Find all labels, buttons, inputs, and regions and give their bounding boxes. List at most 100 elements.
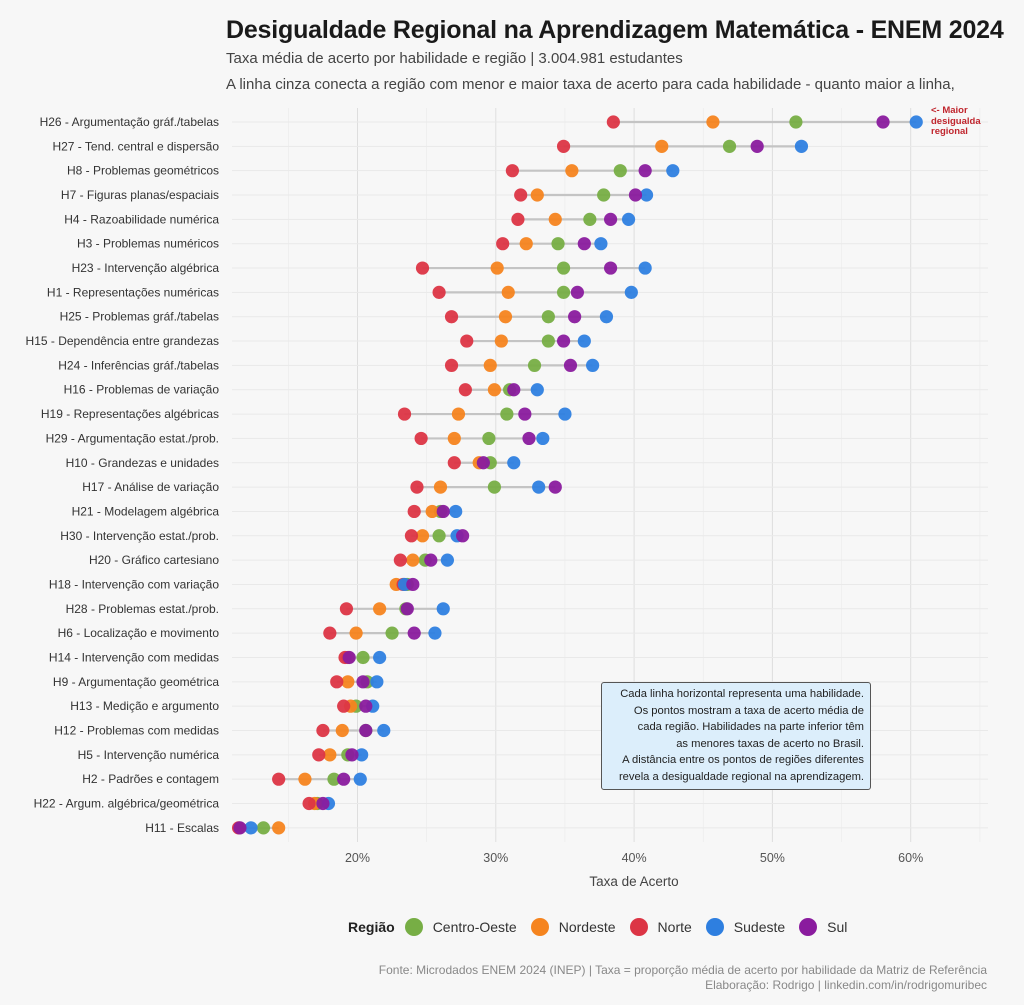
data-point-sul: [563, 358, 578, 372]
data-point-sul: [518, 407, 532, 421]
legend: Região Centro-Oeste Nordeste Norte Sudes…: [348, 918, 861, 936]
data-point-centro-oeste: [256, 821, 271, 835]
data-point-sul: [407, 626, 421, 640]
data-point-sul: [424, 553, 438, 567]
y-category-label: H21 - Modelagem algébrica: [72, 504, 220, 518]
data-point-sudeste: [536, 431, 550, 446]
legend-swatch-norte: [629, 918, 648, 936]
data-point-norte: [312, 748, 326, 762]
y-category-label: H8 - Problemas geométricos: [67, 164, 219, 178]
y-category-label: H24 - Inferências gráf./tabelas: [58, 358, 219, 372]
y-category-label: H5 - Intervenção numérica: [78, 748, 220, 762]
y-category-label: H4 - Razoabilidade numérica: [64, 212, 219, 226]
legend-swatch-sul: [799, 918, 818, 936]
y-category-label: H1 - Representações numéricas: [47, 285, 219, 299]
y-category-label: H12 - Problemas com medidas: [54, 724, 219, 738]
data-point-norte: [415, 261, 430, 275]
data-point-sul: [556, 334, 571, 348]
annotation-line: <- Maior: [931, 105, 968, 116]
legend-swatch-sudeste: [705, 918, 724, 936]
y-category-label: H20 - Gráfico cartesiano: [89, 553, 219, 567]
y-category-label: H23 - Intervenção algébrica: [72, 261, 220, 275]
legend-label-nordeste: Nordeste: [558, 919, 616, 935]
data-point-nordeste: [272, 821, 286, 835]
y-category-label: H22 - Argum. algébrica/geométrica: [34, 797, 220, 811]
data-point-sul: [406, 577, 420, 592]
explanation-note-box: Cada linha horizontal representa uma hab…: [601, 682, 871, 790]
y-category-label: H3 - Problemas numéricos: [77, 237, 219, 251]
data-point-norte: [505, 164, 519, 178]
data-point-nordeste: [530, 188, 544, 202]
y-category-label: H9 - Argumentação geométrica: [53, 675, 219, 689]
author-caption: Elaboração: Rodrigo | linkedin.com/in/ro…: [705, 977, 987, 992]
y-category-label: H10 - Grandezas e unidades: [66, 456, 219, 470]
data-point-norte: [447, 456, 461, 470]
data-point-sul: [342, 650, 356, 665]
data-point-centro-oeste: [613, 164, 627, 178]
data-point-norte: [432, 285, 446, 299]
y-category-label: H15 - Dependência entre grandezas: [26, 334, 219, 348]
footer-caption: Fonte: Microdados ENEM 2024 (INEP) | Tax…: [379, 963, 987, 992]
grid-lines: [232, 108, 988, 842]
y-category-label: H30 - Intervenção estat./prob.: [60, 529, 219, 543]
data-point-nordeste: [655, 139, 669, 153]
annotation-line: regional: [931, 126, 968, 137]
x-tick-label: 60%: [898, 851, 923, 865]
data-point-nordeste: [335, 723, 349, 738]
data-point-nordeste: [501, 285, 515, 299]
data-point-norte: [323, 626, 337, 640]
dumbbell-chart: H26 - Argumentação gráf./tabelas H27 - Te…: [26, 108, 988, 889]
legend-title: Região: [348, 919, 395, 935]
data-point-centro-oeste: [327, 772, 341, 786]
y-category-label: H28 - Problemas estat./prob.: [66, 602, 219, 616]
data-point-sudeste: [370, 675, 384, 689]
data-point-norte: [414, 431, 428, 446]
data-point-norte: [410, 480, 424, 494]
data-point-sudeste: [599, 310, 614, 324]
data-point-norte: [444, 310, 459, 324]
data-point-centro-oeste: [551, 237, 565, 251]
data-point-nordeste: [490, 261, 504, 275]
data-point-norte: [460, 334, 474, 348]
data-point-norte: [316, 723, 330, 738]
y-category-label: H18 - Intervenção com variação: [49, 577, 219, 591]
data-point-norte: [496, 237, 510, 251]
data-point-sul: [577, 237, 591, 251]
data-point-sul: [548, 480, 562, 494]
data-point-nordeste: [483, 358, 497, 372]
legend-label-sul: Sul: [827, 919, 848, 935]
y-category-label: H27 - Tend. central e dispersão: [52, 139, 219, 153]
data-point-sul: [316, 796, 330, 811]
data-point-norte: [397, 407, 412, 421]
data-point-nordeste: [548, 212, 562, 226]
data-point-norte: [556, 139, 571, 153]
data-point-sul: [570, 285, 584, 299]
note-line: Os pontos mostram a taxa de acerto média…: [633, 704, 864, 717]
y-category-label: H7 - Figuras planas/espaciais: [61, 188, 219, 202]
data-point-sul: [568, 310, 582, 324]
data-point-nordeste: [341, 675, 355, 689]
data-point-sudeste: [558, 407, 572, 421]
data-point-norte: [514, 188, 528, 202]
data-point-sul: [456, 529, 470, 543]
legend-swatch-centro-oeste: [404, 918, 423, 936]
data-point-sul: [603, 261, 618, 275]
data-point-sudeste: [507, 456, 521, 470]
data-point-norte: [393, 553, 407, 567]
data-point-nordeste: [447, 431, 461, 446]
y-category-label: H11 - Escalas: [145, 821, 219, 835]
data-point-sul: [359, 699, 373, 713]
data-point-sudeste: [440, 553, 454, 567]
data-point-sudeste: [794, 139, 809, 153]
data-point-nordeste: [433, 480, 448, 494]
data-point-sudeste: [594, 237, 608, 251]
data-point-sudeste: [377, 723, 391, 738]
chart-subtitle: Taxa média de acerto por habilidade e re…: [226, 50, 683, 67]
data-point-sudeste: [436, 602, 450, 616]
data-point-sudeste: [530, 383, 544, 397]
data-point-norte: [444, 358, 459, 372]
x-tick-label: 40%: [622, 851, 647, 865]
legend-label-sudeste: Sudeste: [733, 919, 786, 935]
x-axis-title: Taxa de Acerto: [589, 874, 678, 889]
y-axis-labels: H26 - Argumentação gráf./tabelas H27 - Te…: [26, 115, 220, 835]
